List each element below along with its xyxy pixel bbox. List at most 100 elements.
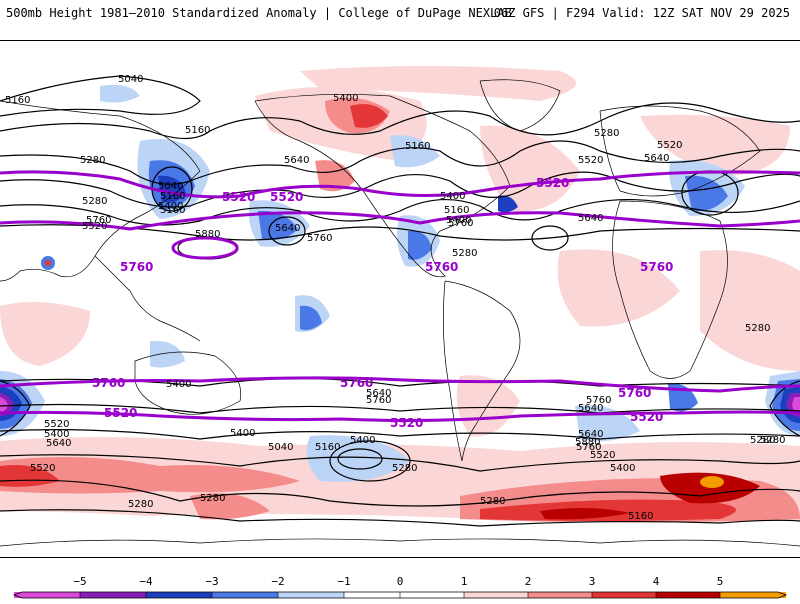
contour-label: 5400 (446, 215, 471, 226)
contour-label: 5280 (452, 248, 477, 259)
coastline-asia (0, 100, 201, 282)
anomaly-neg5-region (0, 397, 8, 412)
contour-label: 5760 (307, 233, 332, 244)
contour-line (0, 429, 800, 440)
purple-contour-label: 5760 (640, 260, 673, 274)
contour-label: 5280 (200, 493, 225, 504)
anomaly-pos1-region (700, 250, 800, 371)
purple-contour-label: 5520 (390, 416, 423, 430)
contour-label: 5400 (333, 93, 358, 104)
contour-label: 5880 (195, 229, 220, 240)
coastline-greenland (479, 79, 561, 132)
map-header: 500mb Height 1981–2010 Standardized Anom… (0, 0, 800, 40)
colorbar: −5 −4 −3 −2 −1 0 1 2 3 4 5 (0, 570, 800, 600)
colorbar-segment (400, 592, 464, 598)
anomaly-shading (0, 66, 800, 523)
contour-line (0, 198, 800, 226)
anomaly-pos5-region (700, 476, 724, 488)
contour-label: 5640 (578, 213, 603, 224)
colorbar-tick-label: 0 (397, 575, 404, 588)
anomaly-neg1-region (306, 435, 410, 482)
purple-contour-label: 5760 (618, 386, 651, 400)
anomaly-neg1-region (100, 84, 140, 103)
colorbar-segment (14, 592, 80, 598)
contour-label: 5640 (46, 438, 71, 449)
contour-label: 5760 (586, 395, 611, 406)
colorbar-segment (656, 592, 720, 598)
contour-line (0, 75, 201, 117)
contour-label: 5160 (160, 191, 185, 202)
anomaly-pos2-region (315, 160, 355, 192)
colorbar-svg: −5 −4 −3 −2 −1 0 1 2 3 4 5 (12, 575, 788, 599)
contour-line (0, 224, 800, 241)
coastline-southeast-asia (94, 255, 201, 342)
contour-label: 5520 (590, 450, 615, 461)
contour-label: 5640 (578, 429, 603, 440)
contour-label: 5040 (158, 181, 183, 192)
purple-contour-5760-south (0, 376, 800, 393)
contour-line (0, 102, 800, 140)
contour-label: 5280 (128, 499, 153, 510)
contour-label: 5160 (185, 125, 210, 136)
map-title: 500mb Height 1981–2010 Standardized Anom… (6, 6, 512, 20)
colorbar-outline (12, 591, 788, 599)
contour-label: 5160 (405, 141, 430, 152)
contour-label: 5640 (644, 153, 669, 164)
purple-contour-5520-north (0, 170, 800, 199)
contour-label: 5400 (610, 463, 635, 474)
anomaly-pos1-region (0, 302, 90, 366)
thickness-contours (0, 170, 800, 422)
contour-label: 5280 (480, 496, 505, 507)
purple-contour-label: 5760 (120, 260, 153, 274)
colorbar-segment (344, 592, 400, 598)
anomaly-pos3-region (350, 103, 388, 128)
contour-line (337, 448, 383, 470)
contour-label: 5520 (657, 140, 682, 151)
anomaly-neg1-region (390, 135, 440, 168)
contour-labels: 5040516051605280540051605280564055205040… (5, 74, 785, 522)
colorbar-tick-label: 1 (461, 575, 468, 588)
contour-label: 5760 (366, 395, 391, 406)
purple-contour-label: 5520 (536, 176, 569, 190)
anomaly-neg5-region (792, 397, 800, 413)
anomaly-pos1-region (480, 125, 580, 212)
contour-line (0, 454, 800, 472)
height-contours (0, 75, 800, 527)
colorbar-tick-label: −3 (205, 575, 218, 588)
anomaly-neg2-region (685, 175, 728, 212)
contour-label: 5760 (448, 218, 473, 229)
contour-line (0, 140, 800, 185)
contour-label: 5400 (350, 435, 375, 446)
anomaly-neg3-region (498, 195, 518, 213)
colorbar-segment (80, 592, 146, 598)
anomaly-neg3-region (45, 260, 51, 266)
contour-label: 5160 (628, 511, 653, 522)
anomaly-pos1-region (300, 66, 576, 101)
coastline-africa (612, 200, 728, 379)
colorbar-tick-label: −1 (337, 575, 350, 588)
coastline-north-america (254, 93, 511, 278)
colorbar-segment (720, 592, 786, 598)
contour-label: 5280 (80, 155, 105, 166)
colorbar-segment (592, 592, 656, 598)
contour-label: 5400 (166, 379, 191, 390)
contour-label: 5280 (392, 463, 417, 474)
purple-contour-label: 5520 (270, 190, 303, 204)
model-run-info: 06Z GFS | F294 Valid: 12Z SAT NOV 29 202… (493, 6, 790, 20)
contour-label: 5160 (160, 205, 185, 216)
contour-line (329, 440, 411, 482)
contour-label: 5400 (44, 429, 69, 440)
colorbar-segment (146, 592, 212, 598)
contour-label: 5400 (440, 191, 465, 202)
anomaly-pos3-region (0, 465, 60, 487)
contour-label: 5520 (82, 221, 107, 232)
colorbar-tick-label: −5 (73, 575, 86, 588)
coastline-australia (134, 351, 242, 415)
colorbar-tick-label: −2 (271, 575, 284, 588)
purple-contour-label: 5760 (340, 376, 373, 390)
contour-label: 5040 (118, 74, 143, 85)
purple-contour-label: 5760 (92, 376, 125, 390)
colorbar-segment (528, 592, 592, 598)
contour-line (0, 509, 800, 527)
anomaly-pos1-region (456, 375, 520, 437)
